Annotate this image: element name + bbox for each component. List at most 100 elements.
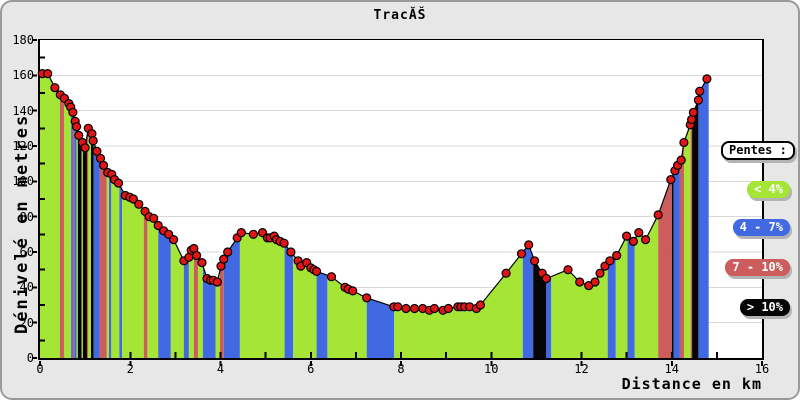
data-point-marker bbox=[128, 194, 139, 204]
data-point-marker bbox=[590, 277, 600, 287]
data-point-marker bbox=[98, 160, 109, 171]
slope-segment-lt4 bbox=[40, 73, 60, 358]
slope-segment-lt4 bbox=[327, 73, 367, 358]
slope-segment-b47 bbox=[316, 73, 328, 358]
slope-segment-r710 bbox=[59, 73, 64, 358]
slope-segment-b47 bbox=[93, 73, 100, 358]
x-tick-label: 2 bbox=[126, 362, 134, 376]
data-point-marker bbox=[530, 256, 540, 266]
plot-area bbox=[32, 39, 764, 366]
data-point-marker bbox=[666, 175, 676, 185]
data-point-marker bbox=[279, 238, 289, 248]
data-point-marker bbox=[348, 286, 358, 296]
data-point-marker bbox=[516, 249, 527, 259]
slope-segment-r710 bbox=[679, 73, 684, 358]
slope-segment-lt4 bbox=[551, 73, 608, 358]
data-point-marker bbox=[80, 143, 90, 153]
x-tick-label: 4 bbox=[216, 362, 225, 376]
data-point-marker bbox=[219, 254, 229, 264]
slope-segment-lt4 bbox=[63, 73, 72, 358]
data-point-marker bbox=[248, 229, 258, 239]
x-tick-label: 10 bbox=[484, 362, 499, 376]
y-tick-label: 180 bbox=[12, 33, 34, 47]
slope-segment-b47 bbox=[607, 73, 616, 358]
data-point-marker bbox=[362, 293, 372, 303]
slope-segment-b47 bbox=[158, 73, 171, 358]
data-point-marker bbox=[653, 210, 663, 220]
slope-segment-b47 bbox=[698, 73, 709, 358]
data-point-marker bbox=[634, 228, 644, 238]
x-tick-label: 0 bbox=[36, 362, 44, 376]
slope-segment-b47 bbox=[71, 73, 73, 358]
x-tick-label: 14 bbox=[664, 362, 679, 376]
y-tick-label: 0 bbox=[26, 351, 34, 365]
data-point-marker bbox=[501, 268, 511, 278]
slope-segment-b47 bbox=[366, 73, 395, 358]
slope-segment-gt10 bbox=[77, 73, 82, 358]
slope-segment-r710 bbox=[193, 73, 198, 358]
slope-segment-r710 bbox=[99, 73, 107, 358]
legend-item-lt4: < 4% bbox=[747, 181, 790, 198]
data-point-marker bbox=[688, 107, 699, 118]
y-tick-label: 40 bbox=[19, 280, 34, 295]
slope-segment-lt4 bbox=[215, 73, 220, 358]
slope-segment-lt4 bbox=[111, 73, 120, 358]
slope-segment-lt4 bbox=[634, 73, 659, 358]
slope-segment-lt4 bbox=[147, 73, 159, 358]
data-point-marker bbox=[326, 272, 337, 282]
data-point-marker bbox=[475, 300, 485, 310]
slope-segment-lt4 bbox=[683, 73, 691, 358]
slope-segment-gt10 bbox=[82, 73, 87, 358]
slope-segment-lt4 bbox=[76, 73, 78, 358]
slope-segment-lt4 bbox=[197, 73, 203, 358]
data-point-marker bbox=[702, 74, 712, 84]
data-point-marker bbox=[695, 86, 705, 96]
y-tick-label: 120 bbox=[12, 139, 34, 153]
slope-segment-r710 bbox=[72, 73, 75, 358]
chart-title: TracĂŠ bbox=[373, 8, 427, 23]
y-tick-label: 80 bbox=[19, 209, 34, 224]
slope-segment-lt4 bbox=[615, 73, 628, 358]
data-point-marker bbox=[621, 231, 632, 241]
data-point-marker bbox=[134, 199, 144, 209]
legend-title: Pentes : bbox=[721, 141, 795, 160]
data-point-marker bbox=[88, 136, 98, 146]
data-point-marker bbox=[286, 247, 296, 257]
data-point-marker bbox=[393, 302, 403, 312]
slope-segment-b47 bbox=[223, 73, 240, 358]
data-point-marker bbox=[212, 277, 222, 287]
data-point-marker bbox=[401, 303, 411, 314]
slope-segment-gt10 bbox=[533, 73, 547, 358]
data-point-marker bbox=[605, 256, 615, 266]
slope-segment-b47 bbox=[546, 73, 552, 358]
slope-segment-gt10 bbox=[692, 73, 699, 358]
legend-item-b47: 4 - 7% bbox=[732, 219, 790, 236]
data-point-marker bbox=[113, 178, 124, 188]
slope-segment-b47 bbox=[109, 73, 112, 358]
slope-segment-gt10 bbox=[671, 73, 674, 358]
slope-segment-b47 bbox=[284, 73, 294, 358]
data-point-marker bbox=[50, 83, 60, 93]
data-point-marker bbox=[575, 277, 585, 287]
data-point-marker bbox=[92, 146, 102, 156]
slope-segment-lt4 bbox=[239, 73, 285, 358]
slope-segment-lt4 bbox=[88, 73, 91, 358]
x-tick-label: 16 bbox=[754, 362, 770, 376]
x-tick-label: 6 bbox=[307, 362, 315, 376]
data-point-marker bbox=[192, 250, 202, 261]
data-point-marker bbox=[43, 68, 53, 79]
slope-segment-r710 bbox=[86, 73, 89, 358]
data-point-marker bbox=[169, 235, 179, 245]
slope-segment-lt4 bbox=[106, 73, 110, 358]
slope-segment-r710 bbox=[690, 73, 693, 358]
data-point-marker bbox=[223, 247, 233, 257]
y-tick-label: 100 bbox=[12, 174, 34, 189]
slope-segment-lt4 bbox=[188, 73, 194, 358]
slope-segment-r710 bbox=[220, 73, 224, 358]
data-point-marker bbox=[429, 303, 439, 314]
data-point-marker bbox=[563, 265, 573, 275]
slope-segment-b47 bbox=[627, 73, 635, 358]
slope-segment-b47 bbox=[673, 73, 680, 358]
data-point-marker bbox=[149, 213, 159, 223]
slope-segment-lt4 bbox=[293, 73, 317, 358]
